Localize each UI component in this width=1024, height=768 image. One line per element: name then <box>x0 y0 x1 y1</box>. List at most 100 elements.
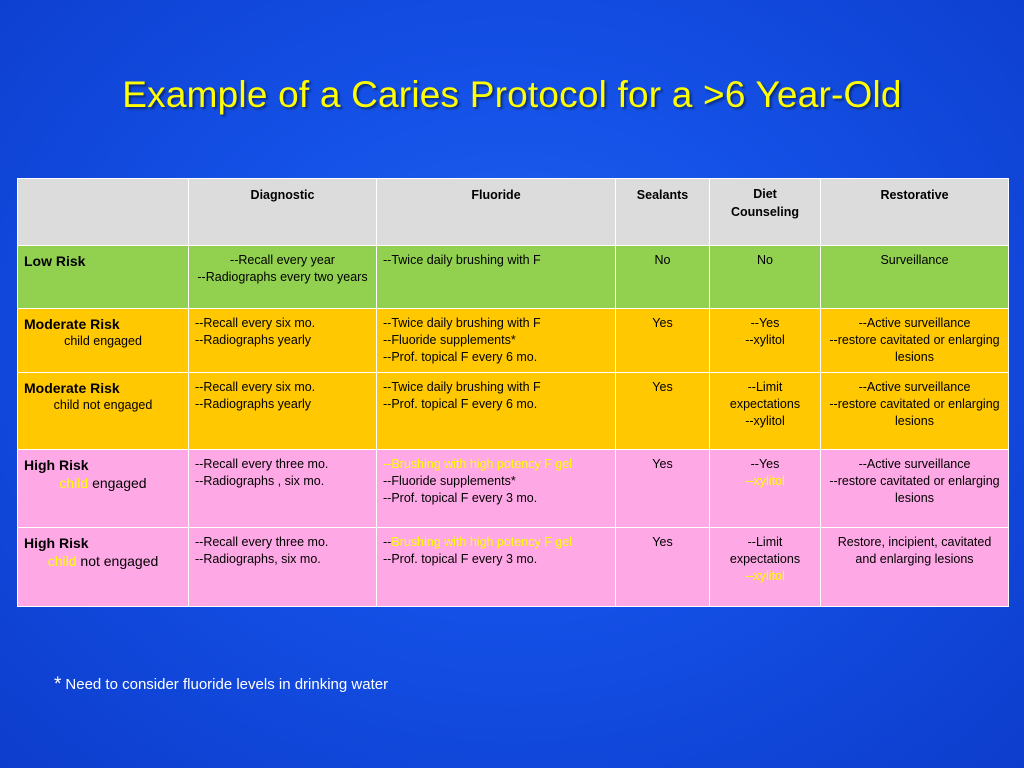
diet-cell: --Limit expectations --xylitol <box>709 372 821 450</box>
restorative-line: Surveillance <box>880 253 949 267</box>
diet-line: No <box>757 253 773 267</box>
restorative-line: --Active surveillance <box>858 457 971 471</box>
fluoride-highlight: Brushing with high potency F gel <box>391 535 572 549</box>
fluoride-line: --Fluoride supplements* <box>383 474 516 488</box>
footnote-asterisk: * <box>54 674 62 695</box>
diagnostic-line: --Recall every three mo. <box>195 457 329 471</box>
restorative-line: --Active surveillance <box>858 380 971 394</box>
risk-name: Moderate Risk <box>24 380 120 396</box>
fluoride-cell: --Brushing with high potency F gel --Pro… <box>376 527 616 607</box>
diet-cell: --Limit expectations --xylitol <box>709 527 821 607</box>
diagnostic-cell: --Recall every three mo. --Radiographs, … <box>188 527 377 607</box>
header-row: Diagnostic Fluoride Sealants Diet Counse… <box>17 178 1009 246</box>
diagnostic-cell: --Recall every year --Radiographs every … <box>188 245 377 309</box>
fluoride-line: --Prof. topical F every 6 mo. <box>383 397 538 411</box>
risk-cell: Moderate Risk child not engaged <box>17 372 189 450</box>
diagnostic-cell: --Recall every six mo. --Radiographs yea… <box>188 372 377 450</box>
diagnostic-cell: --Recall every six mo. --Radiographs yea… <box>188 308 377 373</box>
restorative-cell: Restore, incipient, cavitated and enlarg… <box>820 527 1009 607</box>
table-row-low-risk: Low Risk --Recall every year --Radiograp… <box>17 245 1009 309</box>
risk-subtitle-rest: not engaged <box>76 553 159 569</box>
restorative-line: --restore cavitated or enlarging lesions <box>829 333 1000 364</box>
fluoride-line: --Fluoride supplements* <box>383 333 516 347</box>
fluoride-line-highlight: --Brushing with high potency F gel <box>383 457 572 471</box>
restorative-line: --restore cavitated or enlarging lesions <box>829 474 1000 505</box>
risk-subtitle-rest: engaged <box>88 475 147 491</box>
risk-subtitle-highlight: child <box>59 475 89 491</box>
header-restorative: Restorative <box>820 178 1009 246</box>
risk-subtitle: child engaged <box>64 334 142 348</box>
footnote-text: Need to consider fluoride levels in drin… <box>65 676 389 693</box>
header-diet-counseling: Diet Counseling <box>709 178 821 246</box>
diagnostic-cell: --Recall every three mo. --Radiographs ,… <box>188 449 377 528</box>
diagnostic-line: --Radiographs every two years <box>197 270 368 284</box>
diet-line-highlight: --xylitol <box>745 474 785 488</box>
header-diet-line1: Diet <box>753 187 777 201</box>
diagnostic-line: --Recall every six mo. <box>195 316 316 330</box>
risk-cell: High Risk child not engaged <box>17 527 189 607</box>
diet-cell: --Yes --xylitol <box>709 449 821 528</box>
risk-name: High Risk <box>24 457 89 473</box>
slide-title: Example of a Caries Protocol for a >6 Ye… <box>122 74 902 115</box>
header-sealants: Sealants <box>615 178 710 246</box>
diet-cell: No <box>709 245 821 309</box>
diagnostic-line: --Radiographs , six mo. <box>195 474 325 488</box>
sealants-cell: Yes <box>615 527 710 607</box>
risk-cell: Low Risk <box>17 245 189 309</box>
risk-subtitle: child not engaged <box>24 552 182 570</box>
header-corner-cell <box>17 178 189 246</box>
diagnostic-line: --Radiographs yearly <box>195 397 312 411</box>
footnote: * Need to consider fluoride levels in dri… <box>54 674 388 696</box>
diet-line: --xylitol <box>745 333 785 347</box>
restorative-line: Restore, incipient, cavitated and enlarg… <box>837 535 992 566</box>
risk-name: Moderate Risk <box>24 316 120 332</box>
diet-line: --Yes <box>750 457 780 471</box>
fluoride-cell: --Twice daily brushing with F --Fluoride… <box>376 308 616 373</box>
diet-line: --xylitol <box>745 414 785 428</box>
diagnostic-line: --Recall every six mo. <box>195 380 316 394</box>
restorative-cell: --Active surveillance --restore cavitate… <box>820 449 1009 528</box>
table-row-moderate-risk-not-engaged: Moderate Risk child not engaged --Recall… <box>17 372 1009 450</box>
sealants-cell: Yes <box>615 372 710 450</box>
header-diet-line2: Counseling <box>730 205 800 219</box>
diagnostic-line: --Recall every year <box>230 253 335 267</box>
fluoride-line: --Prof. topical F every 6 mo. <box>383 350 538 364</box>
diet-line: --Limit expectations <box>729 380 801 411</box>
risk-subtitle: child not engaged <box>53 398 153 412</box>
restorative-cell: --Active surveillance --restore cavitate… <box>820 308 1009 373</box>
table-row-moderate-risk-engaged: Moderate Risk child engaged --Recall eve… <box>17 308 1009 373</box>
fluoride-cell: --Twice daily brushing with F <box>376 245 616 309</box>
fluoride-line: --Twice daily brushing with F <box>383 253 541 267</box>
diagnostic-line: --Radiographs yearly <box>195 333 312 347</box>
risk-name: High Risk <box>24 535 89 551</box>
sealants-cell: Yes <box>615 308 710 373</box>
sealants-cell: Yes <box>615 449 710 528</box>
fluoride-cell: --Brushing with high potency F gel --Flu… <box>376 449 616 528</box>
risk-subtitle: child engaged <box>24 474 182 492</box>
fluoride-line: --Twice daily brushing with F <box>383 380 541 394</box>
diagnostic-line: --Radiographs, six mo. <box>195 552 321 566</box>
table-row-high-risk-not-engaged: High Risk child not engaged --Recall eve… <box>17 527 1009 607</box>
diet-cell: --Yes --xylitol <box>709 308 821 373</box>
restorative-line: --Active surveillance <box>858 316 971 330</box>
sealants-cell: No <box>615 245 710 309</box>
restorative-line: --restore cavitated or enlarging lesions <box>829 397 1000 428</box>
risk-name: Low Risk <box>24 253 86 269</box>
risk-cell: High Risk child engaged <box>17 449 189 528</box>
fluoride-line: --Prof. topical F every 3 mo. <box>383 491 538 505</box>
diagnostic-line: --Recall every three mo. <box>195 535 329 549</box>
header-diagnostic: Diagnostic <box>188 178 377 246</box>
table-row-high-risk-engaged: High Risk child engaged --Recall every t… <box>17 449 1009 528</box>
fluoride-line-mixed: --Brushing with high potency F gel <box>383 534 609 551</box>
restorative-cell: Surveillance <box>820 245 1009 309</box>
restorative-cell: --Active surveillance --restore cavitate… <box>820 372 1009 450</box>
diet-line-highlight: --xylitol <box>745 569 785 583</box>
header-fluoride: Fluoride <box>376 178 616 246</box>
fluoride-prefix: -- <box>383 535 392 549</box>
diet-line: --Yes <box>750 316 780 330</box>
risk-cell: Moderate Risk child engaged <box>17 308 189 373</box>
fluoride-line: --Prof. topical F every 3 mo. <box>383 552 538 566</box>
fluoride-cell: --Twice daily brushing with F --Prof. to… <box>376 372 616 450</box>
caries-protocol-table: Diagnostic Fluoride Sealants Diet Counse… <box>17 178 1009 607</box>
risk-subtitle-highlight: child <box>47 553 77 569</box>
